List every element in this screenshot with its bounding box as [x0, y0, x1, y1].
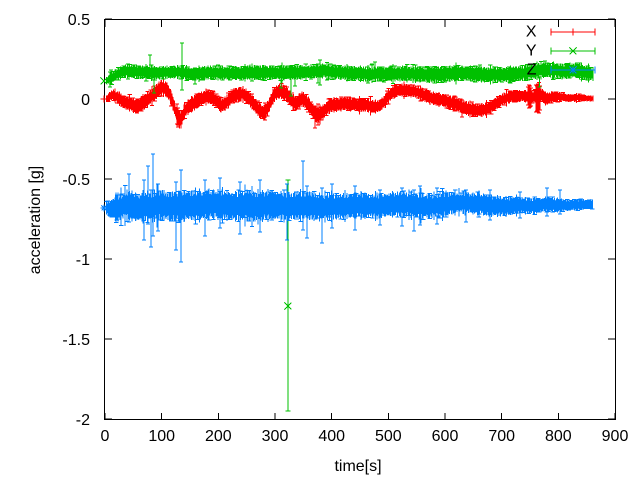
svg-text:800: 800 [545, 428, 572, 445]
svg-text:0: 0 [81, 92, 90, 109]
svg-text:-0.5: -0.5 [62, 172, 90, 189]
svg-text:600: 600 [432, 428, 459, 445]
svg-text:Y: Y [526, 43, 537, 60]
svg-text:-1.5: -1.5 [62, 332, 90, 349]
svg-text:300: 300 [262, 428, 289, 445]
svg-text:100: 100 [148, 428, 175, 445]
svg-text:0.5: 0.5 [68, 12, 90, 29]
svg-text:-1: -1 [76, 252, 90, 269]
svg-text:time[s]: time[s] [334, 458, 381, 475]
svg-text:X: X [526, 24, 537, 41]
svg-text:200: 200 [205, 428, 232, 445]
svg-text:-2: -2 [76, 412, 90, 429]
svg-text:700: 700 [488, 428, 515, 445]
svg-text:Z: Z [527, 62, 537, 79]
svg-text:0: 0 [101, 428, 110, 445]
svg-text:400: 400 [318, 428, 345, 445]
svg-text:500: 500 [375, 428, 402, 445]
svg-text:acceleration [g]: acceleration [g] [27, 166, 44, 275]
svg-text:900: 900 [602, 428, 629, 445]
